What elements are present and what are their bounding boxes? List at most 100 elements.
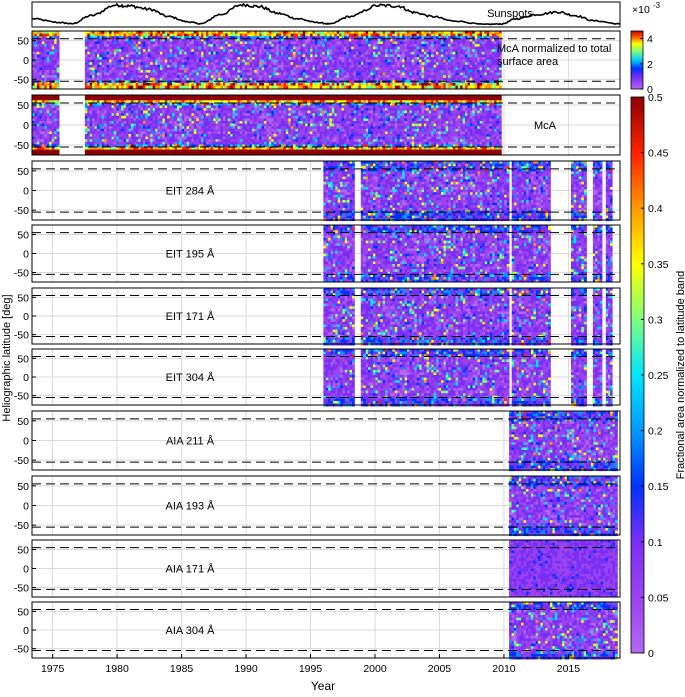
heatmap-cell [162, 47, 165, 50]
heatmap-cell [371, 52, 374, 55]
heatmap-cell [109, 86, 112, 89]
heatmap-cell [155, 86, 158, 89]
heatmap-cell [129, 111, 132, 114]
heatmap-cell [388, 41, 391, 44]
heatmap-cell [327, 52, 330, 55]
heatmap-cell [325, 60, 328, 63]
heatmap-cell [150, 113, 153, 116]
heatmap-cell [465, 62, 468, 65]
heatmap-cell [136, 78, 139, 81]
heatmap-cell [143, 111, 146, 114]
heatmap-cell [116, 65, 119, 68]
heatmap-cell [451, 44, 454, 47]
heatmap-cell [126, 131, 129, 134]
heatmap-cell [322, 41, 325, 44]
heatmap-cell [133, 134, 136, 137]
heatmap-cell [208, 67, 211, 70]
heatmap-cell [286, 47, 289, 50]
heatmap-cell [279, 86, 282, 89]
heatmap-cell [446, 83, 449, 86]
heatmap-cell [286, 62, 289, 65]
heatmap-cell [216, 86, 219, 89]
heatmap-cell [194, 57, 197, 60]
heatmap-cell [264, 44, 267, 47]
heatmap-cell [85, 126, 88, 129]
heatmap-cell [375, 44, 378, 47]
heatmap-cell [170, 83, 173, 86]
heatmap-cell [49, 83, 52, 86]
heatmap-cell [136, 34, 139, 37]
heatmap-cell [366, 44, 369, 47]
heatmap-cell [99, 70, 102, 73]
heatmap-cell [49, 52, 52, 55]
heatmap-cell [114, 137, 117, 140]
heatmap-cell [412, 83, 415, 86]
heatmap-cell [451, 67, 454, 70]
heatmap-cell [42, 75, 45, 78]
heatmap-cell [443, 34, 446, 37]
heatmap-cell [114, 126, 117, 129]
heatmap-cell [112, 124, 115, 127]
heatmap-cell [109, 73, 112, 76]
heatmap-cell [97, 147, 100, 150]
heatmap-cell [167, 52, 170, 55]
heatmap-cell [143, 67, 146, 70]
heatmap-cell [283, 70, 286, 73]
heatmap-cell [218, 65, 221, 68]
heatmap-cell [42, 137, 45, 140]
heatmap-cell [240, 39, 243, 42]
heatmap-cell [129, 34, 132, 37]
heatmap-cell [165, 44, 168, 47]
heatmap-cell [257, 52, 260, 55]
heatmap-cell [262, 75, 265, 78]
heatmap-cell [332, 70, 335, 73]
heatmap-cell [121, 65, 124, 68]
heatmap-cell [313, 62, 316, 65]
heatmap-cell [242, 73, 245, 76]
heatmap-cell [90, 86, 93, 89]
heatmap-cell [136, 57, 139, 60]
heatmap-cell [288, 57, 291, 60]
heatmap-cell [434, 39, 437, 42]
heatmap-cell [85, 144, 88, 147]
heatmap-cell [97, 78, 100, 81]
heatmap-cell [337, 80, 340, 83]
heatmap-cell [245, 67, 248, 70]
heatmap-cell [317, 34, 320, 37]
heatmap-cell [334, 39, 337, 42]
heatmap-cell [184, 86, 187, 89]
heatmap-cell [95, 111, 98, 114]
heatmap-cell [235, 39, 238, 42]
heatmap-cell [102, 121, 105, 124]
heatmap-cell [405, 41, 408, 44]
heatmap-cell [405, 39, 408, 42]
heatmap-cell [131, 39, 134, 42]
heatmap-cell [436, 44, 439, 47]
heatmap-cell [211, 52, 214, 55]
heatmap-cell [276, 52, 279, 55]
heatmap-cell [448, 86, 451, 89]
heatmap-cell [165, 49, 168, 52]
heatmap-cell [317, 54, 320, 57]
heatmap-cell [182, 60, 185, 63]
heatmap-cell [269, 83, 272, 86]
heatmap-cell [400, 52, 403, 55]
heatmap-cell [57, 103, 60, 106]
heatmap-cell [322, 80, 325, 83]
heatmap-cell [276, 65, 279, 68]
heatmap-cell [143, 126, 146, 129]
heatmap-cell [317, 41, 320, 44]
heatmap-cell [346, 54, 349, 57]
heatmap-cell [52, 108, 55, 111]
heatmap-cell [102, 49, 105, 52]
heatmap-cell [124, 129, 127, 132]
heatmap-cell [184, 65, 187, 68]
heatmap-cell [213, 41, 216, 44]
heatmap-cell [470, 75, 473, 78]
heatmap-cell [409, 86, 412, 89]
heatmap-cell [465, 34, 468, 37]
heatmap-cell [269, 52, 272, 55]
heatmap-cell [276, 83, 279, 86]
heatmap-cell [160, 39, 163, 42]
heatmap-cell [409, 78, 412, 81]
